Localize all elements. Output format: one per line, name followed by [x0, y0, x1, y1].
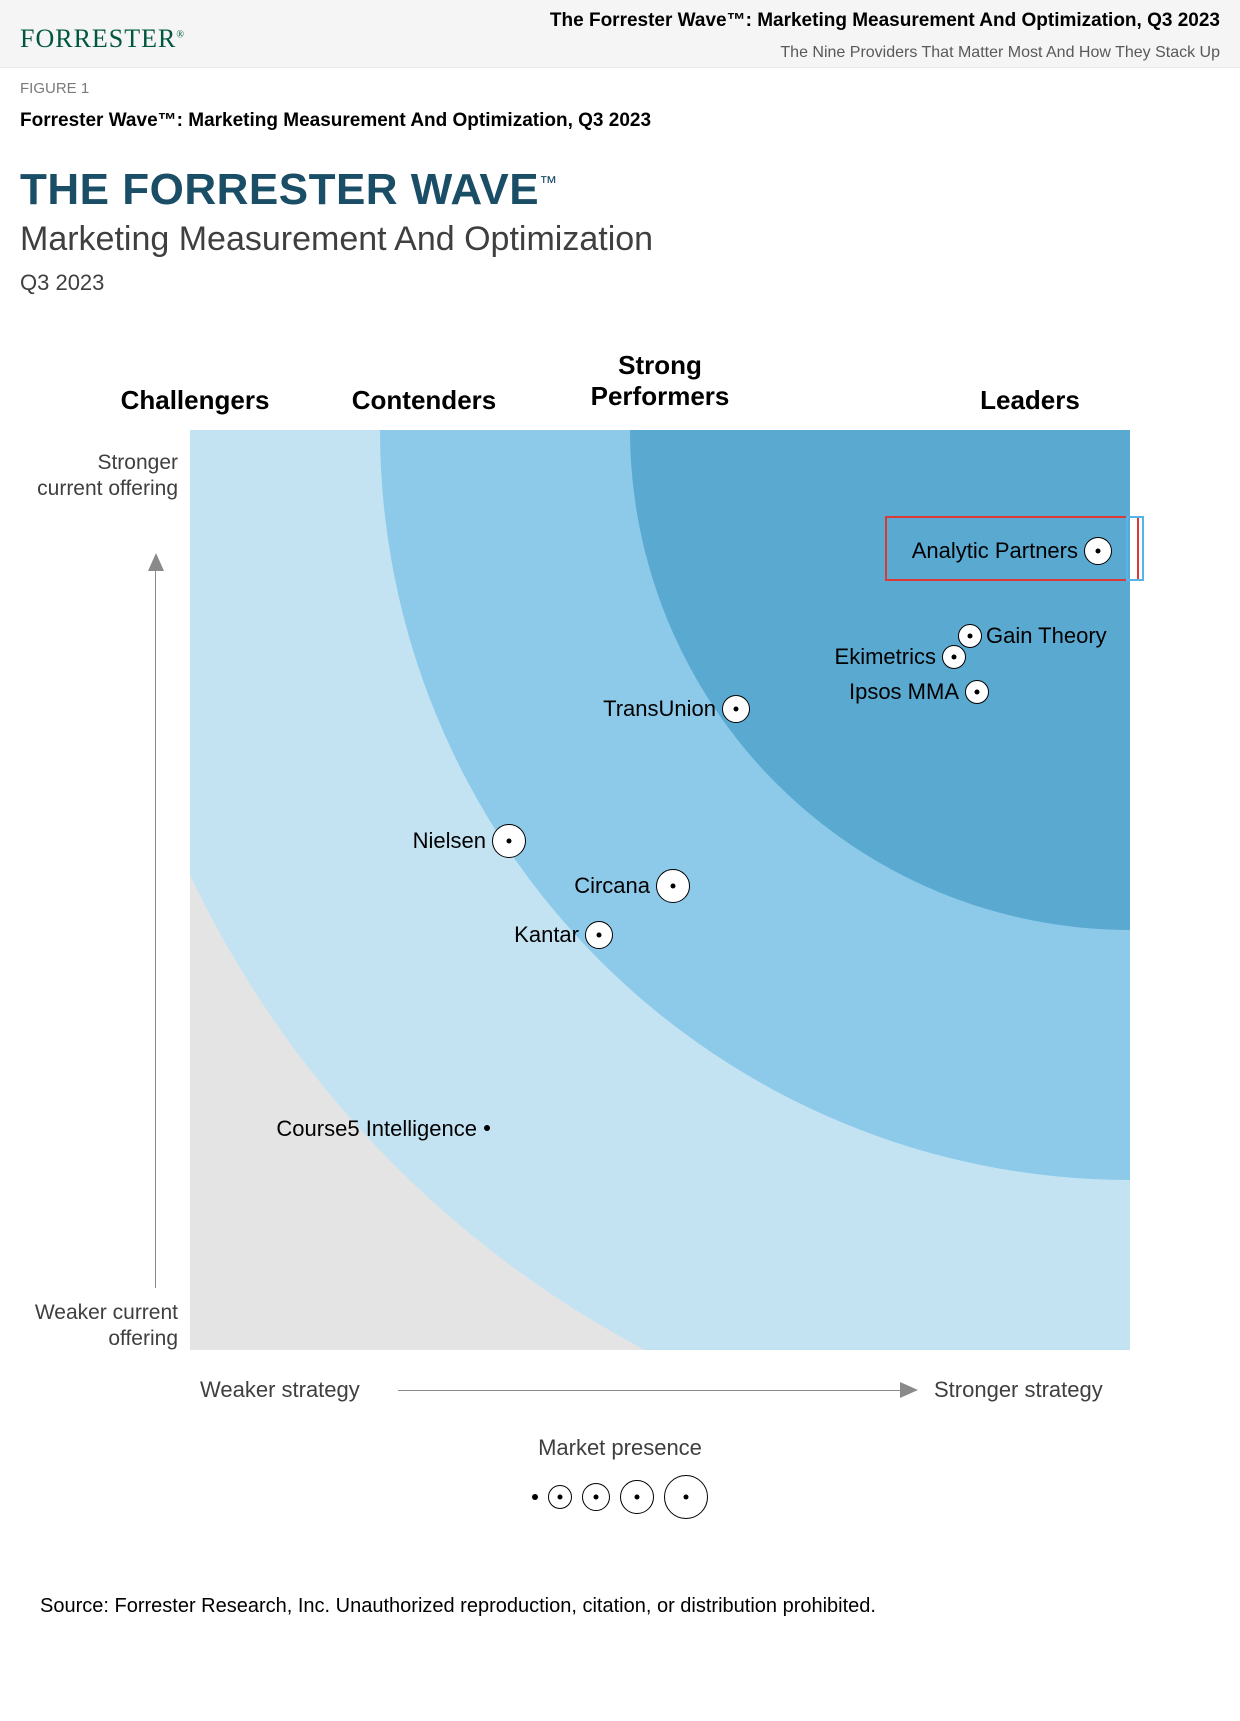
- wave-title-main: THE FORRESTER WAVE: [20, 165, 539, 214]
- logo-text: FORRESTER: [20, 24, 176, 53]
- legend-marker: [620, 1480, 654, 1514]
- x-axis-line: [398, 1390, 900, 1391]
- provider-marker: [492, 824, 526, 858]
- category-label: Contenders: [324, 385, 524, 416]
- provider-label: Kantar: [514, 922, 579, 948]
- wave-title: THE FORRESTER WAVE™: [20, 165, 558, 215]
- provider-label: Ekimetrics: [835, 644, 936, 670]
- legend-title: Market presence: [0, 1435, 1240, 1461]
- x-axis-label-left: Weaker strategy: [200, 1377, 360, 1403]
- x-axis-label-right: Stronger strategy: [934, 1377, 1103, 1403]
- provider-marker: [942, 645, 966, 669]
- logo-sup: ®: [176, 29, 185, 40]
- wave-title-tm: ™: [539, 172, 558, 192]
- legend-marker: [664, 1475, 708, 1519]
- category-label: Challengers: [95, 385, 295, 416]
- y-axis-line: [155, 568, 156, 1288]
- provider-label: Ipsos MMA: [849, 679, 959, 705]
- provider-label: Nielsen: [413, 828, 486, 854]
- figure-title: Forrester Wave™: Marketing Measurement A…: [20, 110, 651, 132]
- provider-marker: [965, 680, 989, 704]
- provider-label: Course5 Intelligence: [276, 1116, 477, 1142]
- category-label: Leaders: [930, 385, 1130, 416]
- provider-marker: [656, 869, 690, 903]
- source-line: Source: Forrester Research, Inc. Unautho…: [40, 1595, 876, 1618]
- y-axis-arrow-icon: [148, 553, 164, 571]
- logo: FORRESTER®: [20, 24, 185, 54]
- provider-marker: [585, 921, 613, 949]
- topbar: FORRESTER® The Forrester Wave™: Marketin…: [0, 0, 1240, 68]
- legend-marker: [582, 1483, 610, 1511]
- category-label: StrongPerformers: [560, 350, 760, 412]
- provider-label: Circana: [574, 873, 650, 899]
- provider-label: Gain Theory: [986, 623, 1107, 649]
- header-subtitle: The Nine Providers That Matter Most And …: [780, 44, 1220, 62]
- legend-marker: [532, 1494, 538, 1500]
- x-axis-arrow-icon: [900, 1382, 918, 1398]
- provider-marker: [484, 1125, 490, 1131]
- wave-date: Q3 2023: [20, 270, 104, 296]
- y-axis-label-top: Stronger current offering: [28, 450, 178, 503]
- wave-subtitle: Marketing Measurement And Optimization: [20, 220, 653, 259]
- provider-marker: [958, 624, 982, 648]
- legend-marker: [548, 1485, 572, 1509]
- legend-row: [0, 1475, 1240, 1519]
- figure-label: FIGURE 1: [20, 80, 89, 97]
- page: FORRESTER® The Forrester Wave™: Marketin…: [0, 0, 1240, 68]
- callout-highlight-blue: [1126, 516, 1144, 581]
- callout-highlight-red: [885, 516, 1139, 581]
- provider-marker: [722, 695, 750, 723]
- header-title: The Forrester Wave™: Marketing Measureme…: [550, 10, 1220, 32]
- provider-label: TransUnion: [603, 696, 716, 722]
- y-axis-label-bottom: Weaker current offering: [28, 1300, 178, 1353]
